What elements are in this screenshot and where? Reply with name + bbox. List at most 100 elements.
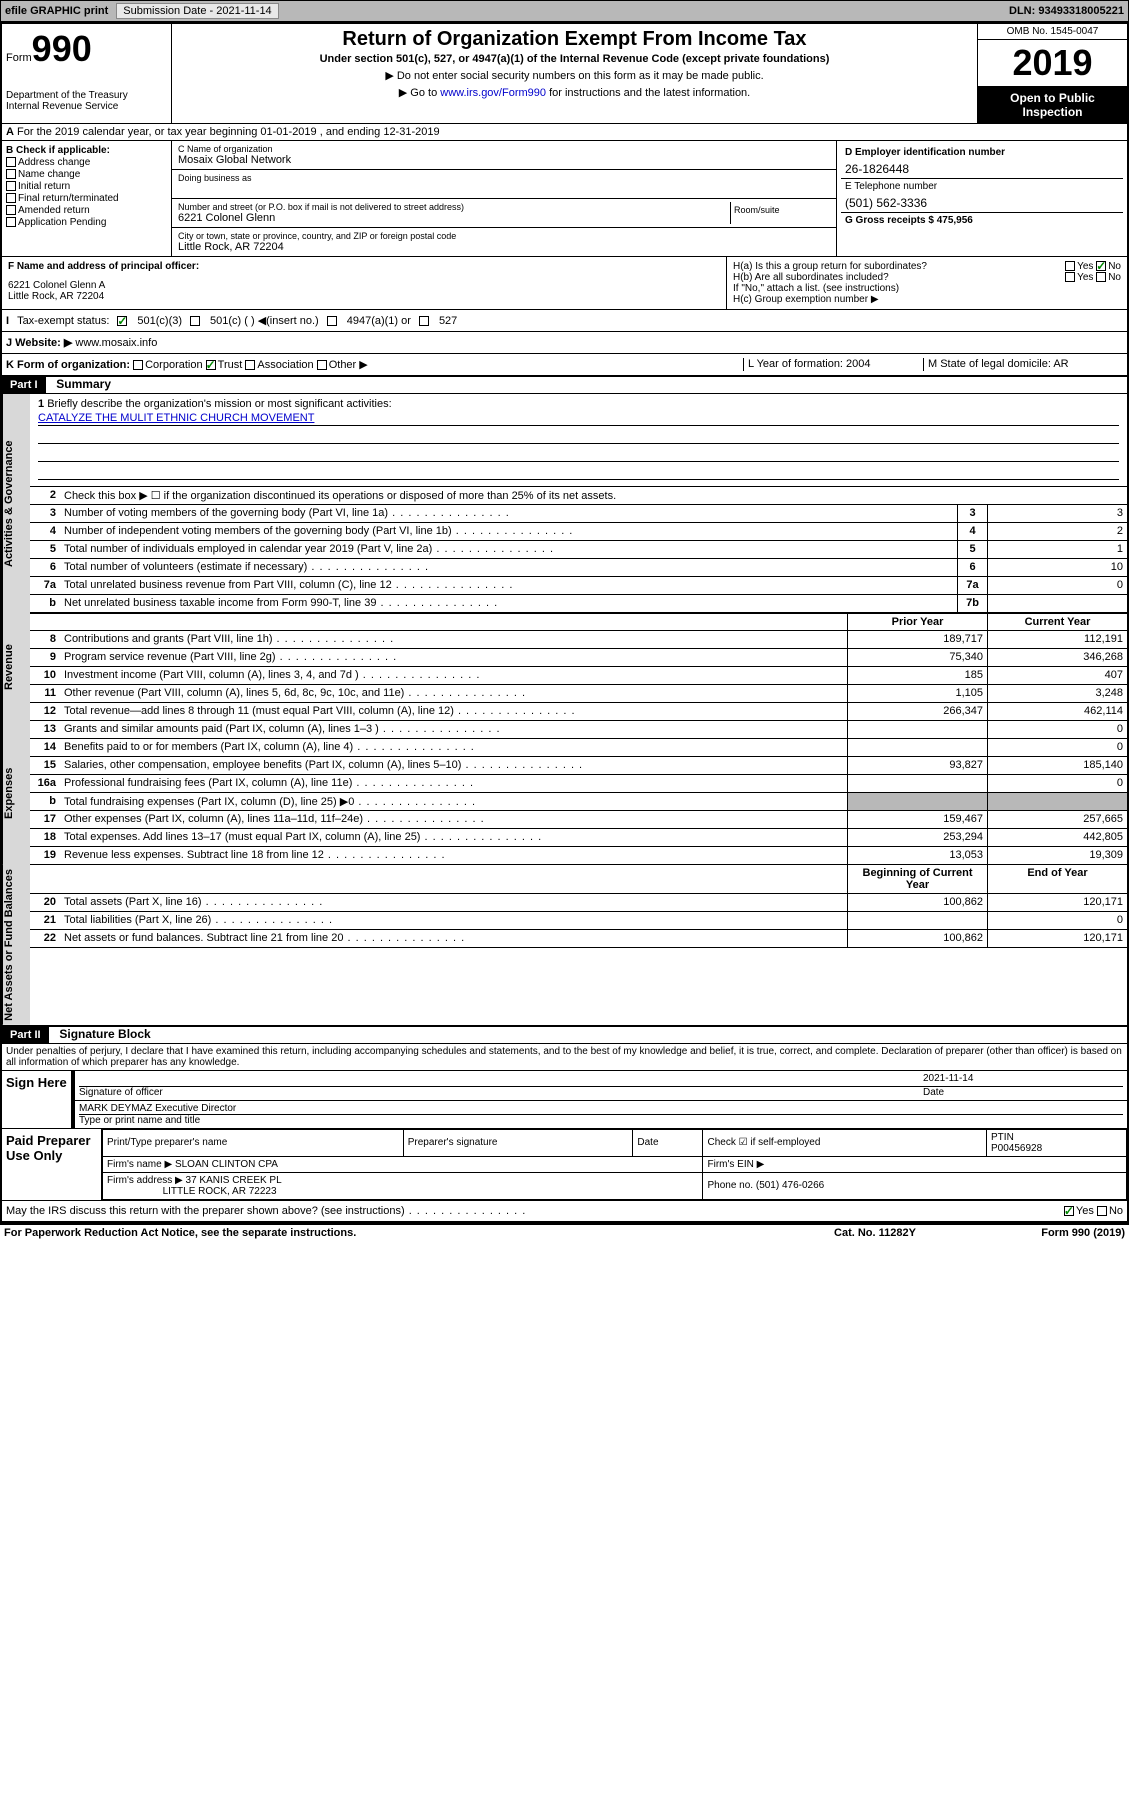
org-name: Mosaix Global Network bbox=[178, 154, 830, 166]
col-begin: Beginning of Current Year bbox=[847, 865, 987, 893]
main-title: Return of Organization Exempt From Incom… bbox=[180, 28, 969, 51]
chk-4947[interactable] bbox=[327, 316, 337, 326]
efile-label: efile GRAPHIC print bbox=[5, 5, 108, 17]
section-b: B Check if applicable: Address change Na… bbox=[2, 141, 172, 256]
info-right: D Employer identification number 26-1826… bbox=[837, 141, 1127, 256]
chk-name-change[interactable]: Name change bbox=[6, 169, 167, 180]
sig-officer-label: Signature of officer bbox=[79, 1087, 923, 1098]
section-a: A For the 2019 calendar year, or tax yea… bbox=[2, 124, 1127, 141]
line-11: 11Other revenue (Part VIII, column (A), … bbox=[30, 685, 1127, 703]
street-value: 6221 Colonel Glenn bbox=[178, 212, 730, 224]
chk-501c3[interactable] bbox=[117, 316, 127, 326]
vert-revenue: Revenue bbox=[2, 613, 30, 721]
hb-row: H(b) Are all subordinates included? Yes … bbox=[733, 272, 1121, 283]
city-label: City or town, state or province, country… bbox=[178, 231, 830, 241]
firm-addr: Firm's address ▶ 37 KANIS CREEK PL LITTL… bbox=[103, 1172, 703, 1199]
prep-date-label: Date bbox=[633, 1129, 703, 1156]
state-domicile: M State of legal domicile: AR bbox=[923, 358, 1123, 371]
website-row: J Website: ▶ www.mosaix.info bbox=[2, 332, 1127, 354]
dba-value bbox=[178, 183, 830, 195]
line-20: 20Total assets (Part X, line 16)100,8621… bbox=[30, 894, 1127, 912]
street-label: Number and street (or P.O. box if mail i… bbox=[178, 202, 730, 212]
line-19: 19Revenue less expenses. Subtract line 1… bbox=[30, 847, 1127, 865]
vert-governance: Activities & Governance bbox=[2, 394, 30, 613]
chk-assoc[interactable] bbox=[245, 360, 255, 370]
part1-header: Part I Summary bbox=[2, 377, 1127, 394]
line-8: 8Contributions and grants (Part VIII, li… bbox=[30, 631, 1127, 649]
website-value: www.mosaix.info bbox=[75, 337, 157, 349]
line-21: 21Total liabilities (Part X, line 26)0 bbox=[30, 912, 1127, 930]
org-name-label: C Name of organization bbox=[178, 144, 830, 154]
line-6: 6Total number of volunteers (estimate if… bbox=[30, 559, 1127, 577]
part2-header: Part II Signature Block bbox=[2, 1027, 1127, 1044]
chk-pending[interactable]: Application Pending bbox=[6, 217, 167, 228]
netassets-section: Net Assets or Fund Balances Beginning of… bbox=[2, 865, 1127, 1027]
sign-here-label: Sign Here bbox=[2, 1071, 72, 1128]
line-10: 10Investment income (Part VIII, column (… bbox=[30, 667, 1127, 685]
line-2: Check this box ▶ ☐ if the organization d… bbox=[60, 487, 1127, 504]
ha-yes[interactable] bbox=[1065, 261, 1075, 271]
chk-corp[interactable] bbox=[133, 360, 143, 370]
city-value: Little Rock, AR 72204 bbox=[178, 241, 830, 253]
inspection-label: Open to Public Inspection bbox=[978, 87, 1127, 123]
footer-mid: Cat. No. 11282Y bbox=[775, 1227, 975, 1239]
line-13: 13Grants and similar amounts paid (Part … bbox=[30, 721, 1127, 739]
paid-preparer-label: Paid Preparer Use Only bbox=[2, 1129, 102, 1200]
footer-right: Form 990 (2019) bbox=[975, 1227, 1125, 1239]
firm-name-row: Firm's name ▶ SLOAN CLINTON CPA bbox=[103, 1156, 703, 1172]
line-9: 9Program service revenue (Part VIII, lin… bbox=[30, 649, 1127, 667]
section-fgh: F Name and address of principal officer:… bbox=[2, 257, 1127, 310]
mission-text: CATALYZE THE MULIT ETHNIC CHURCH MOVEMEN… bbox=[38, 412, 314, 424]
line-4: 4Number of independent voting members of… bbox=[30, 523, 1127, 541]
chk-501c[interactable] bbox=[190, 316, 200, 326]
tax-status: I Tax-exempt status: 501(c)(3) 501(c) ( … bbox=[2, 310, 1127, 332]
officer-name: MARK DEYMAZ Executive Director bbox=[79, 1103, 1123, 1115]
tax-year: 2019 bbox=[978, 40, 1127, 87]
dept-irs: Internal Revenue Service bbox=[6, 101, 167, 112]
line-7a: 7aTotal unrelated business revenue from … bbox=[30, 577, 1127, 595]
info-grid: B Check if applicable: Address change Na… bbox=[2, 141, 1127, 257]
ha-row: H(a) Is this a group return for subordin… bbox=[733, 261, 1121, 272]
ha-no[interactable] bbox=[1096, 261, 1106, 271]
col-end: End of Year bbox=[987, 865, 1127, 893]
hb-yes[interactable] bbox=[1065, 272, 1075, 282]
chk-trust[interactable] bbox=[206, 360, 216, 370]
chk-527[interactable] bbox=[419, 316, 429, 326]
submission-date-btn[interactable]: Submission Date - 2021-11-14 bbox=[116, 3, 278, 19]
hb-no[interactable] bbox=[1096, 272, 1106, 282]
prep-check: Check ☑ if self-employed bbox=[703, 1129, 987, 1156]
line-3: 3Number of voting members of the governi… bbox=[30, 505, 1127, 523]
instr-2: ▶ Go to www.irs.gov/Form990 for instruct… bbox=[180, 86, 969, 99]
revenue-section: Revenue b Prior Year Current Year 8Contr… bbox=[2, 613, 1127, 721]
form-header: Form990 Department of the Treasury Inter… bbox=[2, 24, 1127, 124]
chk-final-return[interactable]: Final return/terminated bbox=[6, 193, 167, 204]
paid-preparer-block: Paid Preparer Use Only Print/Type prepar… bbox=[2, 1129, 1127, 1201]
instr-1: ▶ Do not enter social security numbers o… bbox=[180, 69, 969, 82]
subtitle: Under section 501(c), 527, or 4947(a)(1)… bbox=[180, 53, 969, 65]
vert-expenses: Expenses bbox=[2, 721, 30, 865]
line-18: 18Total expenses. Add lines 13–17 (must … bbox=[30, 829, 1127, 847]
room-suite: Room/suite bbox=[730, 202, 830, 224]
footer-left: For Paperwork Reduction Act Notice, see … bbox=[4, 1227, 775, 1239]
line-5: 5Total number of individuals employed in… bbox=[30, 541, 1127, 559]
expenses-section: Expenses 13Grants and similar amounts pa… bbox=[2, 721, 1127, 865]
chk-initial-return[interactable]: Initial return bbox=[6, 181, 167, 192]
chk-address-change[interactable]: Address change bbox=[6, 157, 167, 168]
preparer-table: Print/Type preparer's name Preparer's si… bbox=[102, 1129, 1127, 1200]
discuss-no[interactable] bbox=[1097, 1206, 1107, 1216]
discuss-yes[interactable] bbox=[1064, 1206, 1074, 1216]
chk-other[interactable] bbox=[317, 360, 327, 370]
dept-treasury: Department of the Treasury bbox=[6, 90, 167, 101]
section-f: F Name and address of principal officer:… bbox=[2, 257, 727, 309]
line-12: 12Total revenue—add lines 8 through 11 (… bbox=[30, 703, 1127, 721]
hc-row: H(c) Group exemption number ▶ bbox=[733, 294, 1121, 305]
omb-number: OMB No. 1545-0047 bbox=[978, 24, 1127, 40]
section-e: E Telephone number (501) 562-3336 bbox=[841, 179, 1123, 213]
form-number: Form990 bbox=[6, 28, 167, 70]
firm-ein: Firm's EIN ▶ bbox=[703, 1156, 1127, 1172]
discuss-row: May the IRS discuss this return with the… bbox=[2, 1201, 1127, 1223]
irs-link[interactable]: www.irs.gov/Form990 bbox=[440, 87, 546, 99]
section-g: G Gross receipts $ 475,956 bbox=[841, 213, 1123, 228]
form-container: Form990 Department of the Treasury Inter… bbox=[0, 22, 1129, 1225]
chk-amended[interactable]: Amended return bbox=[6, 205, 167, 216]
